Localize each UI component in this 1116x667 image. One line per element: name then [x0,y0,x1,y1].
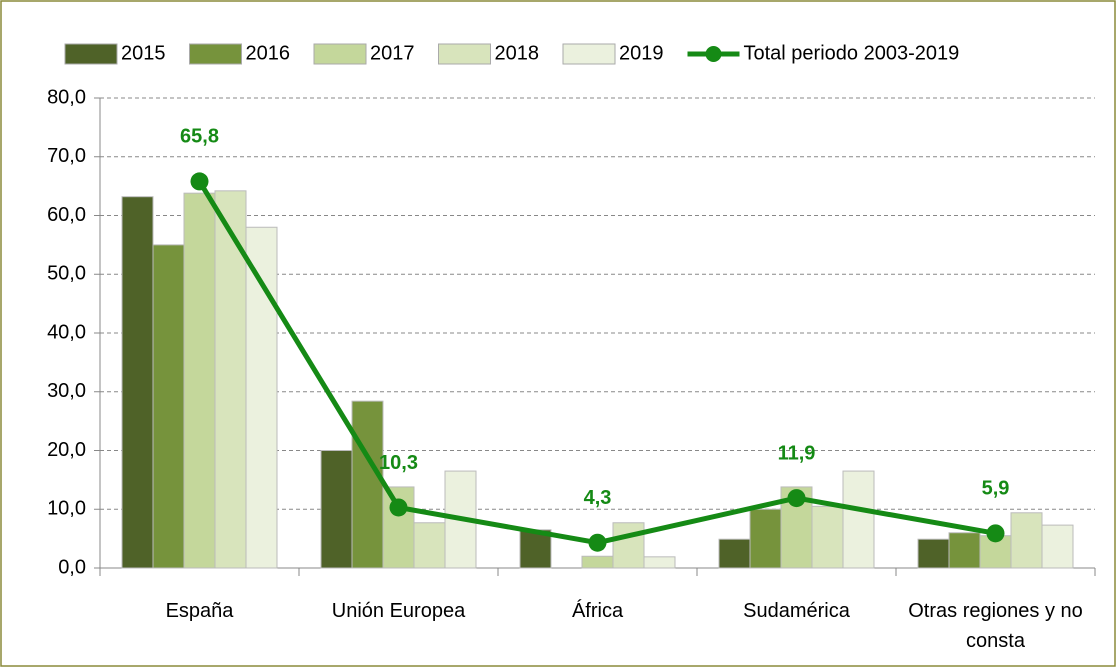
legend-swatch [313,43,367,65]
bar [811,505,844,569]
bar [948,532,981,569]
data-label: 11,9 [778,442,816,464]
legend-label: 2016 [246,42,291,64]
data-label: 10,3 [379,452,418,474]
y-tick-label: 40,0 [47,321,86,343]
bar [718,538,751,569]
bar [413,522,446,569]
y-tick-label: 20,0 [47,439,86,461]
marker [190,172,209,191]
bar [612,522,645,569]
legend-swatch [189,43,242,65]
bar [643,556,676,569]
x-tick-label: África [571,600,624,622]
bar [183,192,216,569]
bar [152,244,185,569]
bar [121,196,154,569]
legend-label: Total periodo 2003-2019 [744,42,960,64]
legend-swatch [64,43,118,65]
marker [389,498,408,517]
bar [917,538,950,569]
x-tick-label: España [165,600,234,622]
bar [1041,524,1074,569]
bar [1010,512,1043,569]
x-tick-label: Unión Europea [331,600,466,622]
data-label: 4,3 [584,487,612,509]
legend-label: 2015 [121,42,166,64]
y-tick-label: 50,0 [47,263,86,285]
y-tick-label: 10,0 [47,498,86,520]
marker [986,524,1005,543]
legend-swatch [438,43,491,65]
x-tick-label: Otras regiones y no consta [908,600,1083,652]
bar [842,470,875,569]
data-label: 65,8 [180,126,219,148]
legend-label: 2018 [495,42,540,64]
legend-swatch [562,43,616,65]
y-tick-label: 60,0 [47,204,86,226]
legend-label: 2019 [619,42,664,64]
y-tick-label: 70,0 [47,145,86,167]
bar [320,450,353,569]
bar [749,508,782,569]
x-tick-label: Sudamérica [743,600,850,622]
bar [581,555,614,569]
marker [787,489,806,508]
legend-label: 2017 [370,42,415,64]
marker [588,533,607,552]
y-tick-label: 80,0 [47,86,86,108]
y-tick-label: 30,0 [47,380,86,402]
y-tick-label: 0,0 [58,556,86,578]
bar [351,400,384,569]
data-label: 5,9 [982,478,1010,500]
legend-marker [705,46,722,62]
